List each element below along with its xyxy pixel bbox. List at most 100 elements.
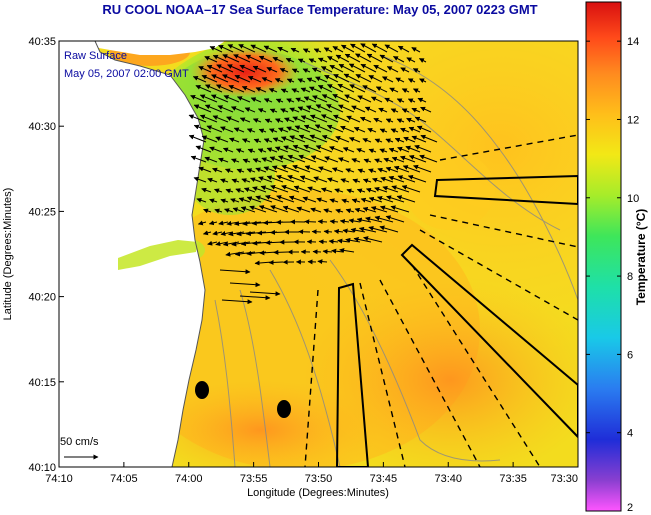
current-vector xyxy=(202,230,212,236)
current-vector xyxy=(239,295,271,301)
current-vector xyxy=(411,47,421,53)
current-vector xyxy=(230,106,245,113)
current-vector xyxy=(339,218,350,224)
current-vector xyxy=(225,188,234,194)
current-vector xyxy=(375,86,388,93)
current-vector xyxy=(316,197,328,203)
current-vector xyxy=(203,208,212,214)
current-vector xyxy=(380,176,394,183)
current-vector xyxy=(400,155,416,163)
current-vector xyxy=(204,56,218,63)
current-vector xyxy=(278,155,295,163)
current-vector xyxy=(296,206,311,213)
current-vector xyxy=(234,251,256,257)
current-vector xyxy=(280,136,295,143)
current-vector xyxy=(274,146,289,153)
current-vector xyxy=(413,164,432,173)
current-vector xyxy=(324,156,339,163)
current-vector xyxy=(258,128,267,134)
current-vector xyxy=(215,84,234,93)
current-vector xyxy=(269,108,278,114)
current-vector xyxy=(209,146,223,153)
current-vector xyxy=(291,68,300,74)
current-vector xyxy=(327,56,339,63)
current-vector xyxy=(384,44,399,53)
current-vector xyxy=(275,98,284,104)
current-vector xyxy=(377,196,394,203)
current-vector xyxy=(228,85,245,93)
current-vector xyxy=(206,65,223,73)
current-vector xyxy=(275,118,284,123)
current-vector xyxy=(249,205,267,213)
current-vector xyxy=(220,178,229,184)
current-vector xyxy=(323,47,333,53)
current-vector xyxy=(346,115,361,123)
current-vector xyxy=(326,124,344,133)
current-vector xyxy=(352,178,361,184)
current-vector xyxy=(240,241,262,247)
current-vector xyxy=(260,185,278,193)
current-vector xyxy=(244,107,256,113)
current-vector xyxy=(286,78,295,84)
current-vector xyxy=(252,118,262,123)
current-vector xyxy=(291,88,300,94)
current-vector xyxy=(321,94,339,103)
current-vector xyxy=(280,88,289,94)
current-vector xyxy=(212,167,223,173)
current-vector xyxy=(401,88,410,93)
current-vector xyxy=(232,207,245,213)
current-vector xyxy=(362,178,372,184)
current-vector xyxy=(364,106,377,113)
x-tick-label: 73:55 xyxy=(240,473,268,485)
current-vector xyxy=(252,65,267,73)
current-vector xyxy=(401,185,421,193)
current-vector xyxy=(238,197,251,203)
current-vector xyxy=(337,83,355,93)
current-vector xyxy=(324,74,339,83)
current-vector xyxy=(317,259,328,265)
current-vector xyxy=(263,166,278,173)
current-vector xyxy=(252,158,262,163)
current-vector xyxy=(353,236,372,243)
current-vector xyxy=(241,86,256,93)
current-vector xyxy=(344,53,361,63)
current-vector xyxy=(345,208,355,214)
current-vector xyxy=(212,54,229,63)
current-vector xyxy=(356,188,366,194)
current-vector xyxy=(329,198,339,204)
current-vector xyxy=(198,66,212,73)
current-vector xyxy=(335,208,344,214)
current-vector xyxy=(239,117,251,123)
current-vector xyxy=(263,98,273,103)
current-vector xyxy=(306,105,322,113)
current-vector xyxy=(363,158,372,164)
current-vector xyxy=(309,134,328,143)
current-vector xyxy=(272,137,284,143)
current-vector xyxy=(220,126,234,133)
current-vector xyxy=(292,164,311,173)
radar-dashed-beams xyxy=(304,134,578,467)
current-vector xyxy=(329,146,344,153)
current-vector xyxy=(227,64,245,73)
x-tick-label: 73:50 xyxy=(305,473,333,485)
current-vector xyxy=(321,135,339,143)
current-vector xyxy=(390,205,410,213)
current-vector xyxy=(374,215,394,223)
scale-label: 50 cm/s xyxy=(60,436,99,448)
current-vector xyxy=(333,73,350,83)
colorbar-tick-label: 2 xyxy=(627,502,633,514)
x-tick-label: 73:45 xyxy=(370,473,398,485)
current-vector xyxy=(272,57,284,63)
current-vector xyxy=(298,154,317,163)
current-vector xyxy=(407,174,427,183)
current-vector xyxy=(239,64,256,73)
current-vector xyxy=(339,247,355,253)
current-vector xyxy=(196,197,207,203)
current-vector xyxy=(249,291,281,297)
current-vector xyxy=(382,185,399,193)
current-vector xyxy=(362,85,377,93)
current-vector xyxy=(266,175,284,183)
current-vector xyxy=(365,216,383,223)
colorbar-ticks: 14 12 10 8 6 4 2 xyxy=(586,36,639,514)
radar-site-marker xyxy=(195,381,209,399)
